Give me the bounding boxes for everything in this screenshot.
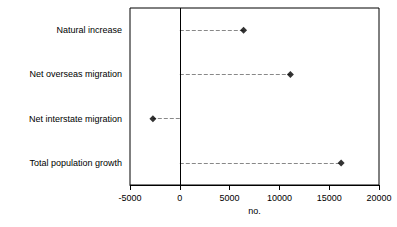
- svg-text:10000: 10000: [267, 193, 292, 203]
- svg-text:Net overseas migration: Net overseas migration: [29, 69, 122, 79]
- svg-text:Natural increase: Natural increase: [56, 25, 122, 35]
- svg-text:20000: 20000: [366, 193, 391, 203]
- svg-text:15000: 15000: [317, 193, 342, 203]
- svg-text:5000: 5000: [220, 193, 240, 203]
- svg-text:Net interstate migration: Net interstate migration: [29, 114, 122, 124]
- svg-text:0: 0: [177, 193, 182, 203]
- svg-text:-5000: -5000: [118, 193, 141, 203]
- svg-text:Total population growth: Total population growth: [29, 158, 122, 168]
- svg-text:no.: no.: [248, 206, 261, 216]
